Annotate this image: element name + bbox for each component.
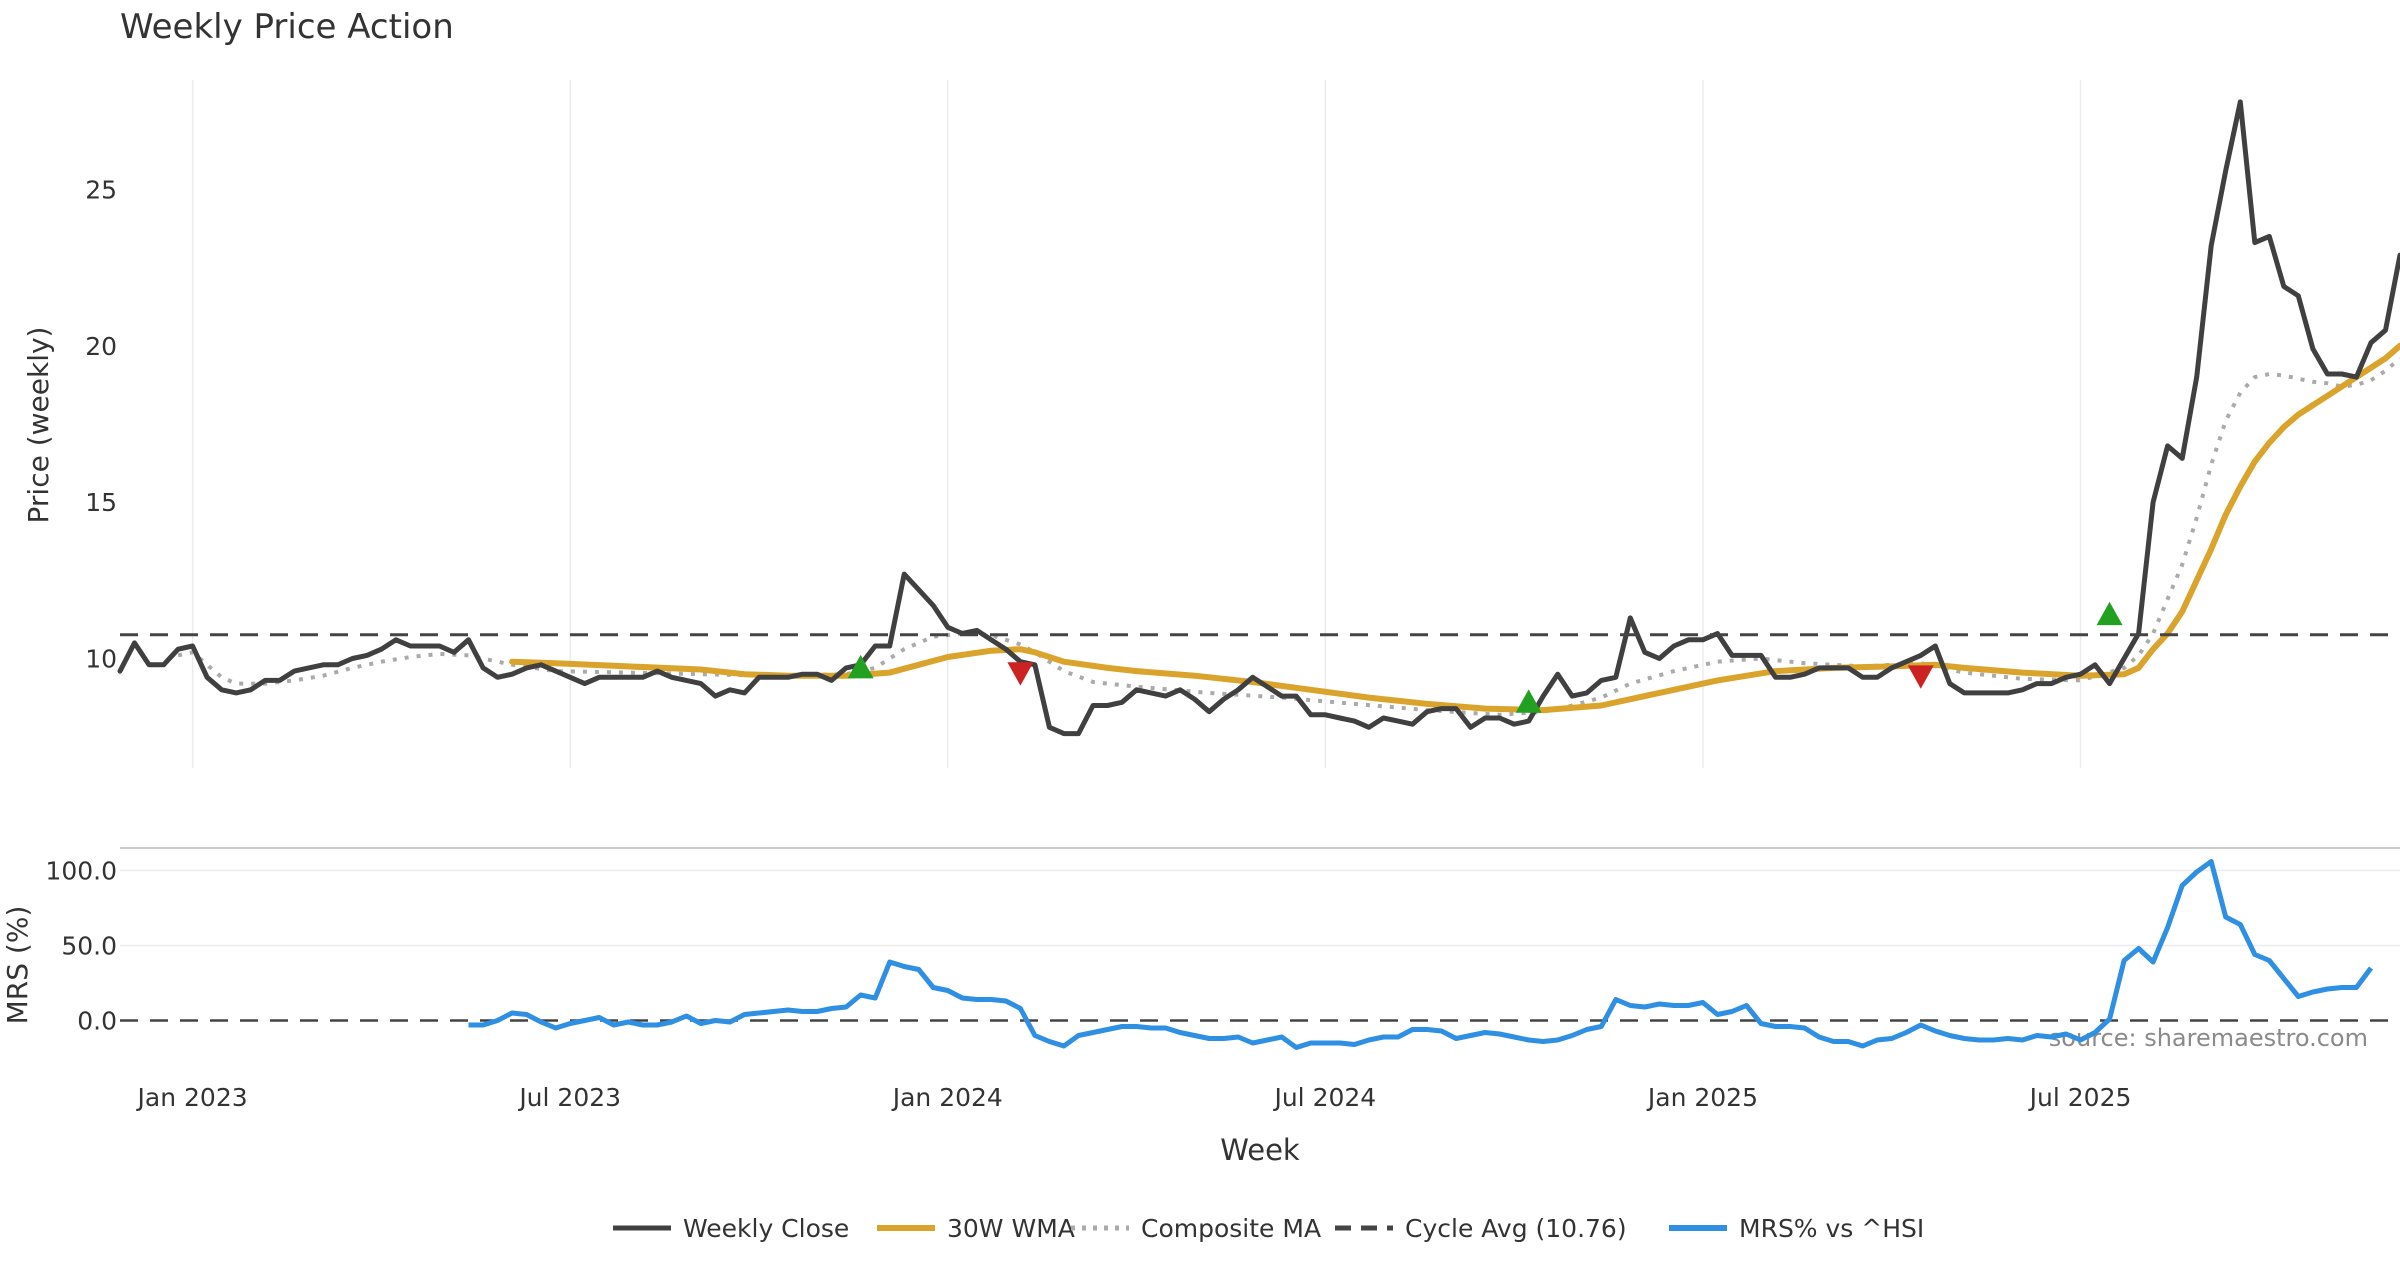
legend-label: 30W WMA <box>947 1214 1075 1243</box>
legend-item-cycle-avg-10-76: Cycle Avg (10.76) <box>1335 1214 1627 1243</box>
x-tick-label: Jul 2024 <box>1272 1083 1376 1112</box>
buy-signal-marker <box>1515 689 1542 713</box>
x-tick-label: Jul 2025 <box>2028 1083 2132 1112</box>
price-grid <box>191 80 2082 768</box>
30w-wma-line <box>509 342 2400 714</box>
x-tick-label: Jul 2023 <box>517 1083 621 1112</box>
composite-ma-line <box>177 356 2400 717</box>
x-tick-label: Jan 2023 <box>136 1083 248 1112</box>
legend-label: Cycle Avg (10.76) <box>1405 1214 1627 1243</box>
signal-markers <box>847 601 2123 713</box>
chart-title: Weekly Price Action <box>120 7 454 47</box>
buy-signal-marker <box>847 654 874 679</box>
mrs-y-tick-label: 50.0 <box>61 932 117 961</box>
legend: Weekly Close 30W WMA Composite MA Cycle Avg… <box>613 1214 1924 1243</box>
price-y-tick-label: 10 <box>85 645 117 674</box>
legend-label: Composite MA <box>1141 1214 1321 1243</box>
weekly-close-line <box>117 99 2400 737</box>
x-tick-label: Jan 2024 <box>891 1083 1003 1112</box>
mrs-line <box>468 859 2374 1050</box>
legend-item-weekly-close: Weekly Close <box>613 1214 849 1243</box>
mrs-grid <box>120 847 2400 947</box>
price-y-axis-label: Price (weekly) <box>22 327 55 524</box>
legend-item-composite-ma: Composite MA <box>1071 1214 1321 1243</box>
buy-signal-marker <box>2096 601 2123 626</box>
x-tick-label: Jan 2025 <box>1646 1083 1758 1112</box>
sell-signal-marker <box>1907 665 1934 689</box>
legend-item-30w-wma: 30W WMA <box>877 1214 1075 1243</box>
y-tick-labels: 10 15 20 25 0.0 50.0 100.0 <box>45 175 117 1035</box>
x-tick-labels: Jan 2023 Jul 2023 Jan 2024 Jul 2024 Jan 2025… <box>136 1083 2132 1112</box>
sell-signal-marker <box>1007 662 1034 686</box>
x-axis-label: Week <box>1220 1133 1300 1167</box>
price-y-tick-label: 15 <box>85 488 117 517</box>
mrs-y-axis-label: MRS (%) <box>1 906 34 1025</box>
legend-label: MRS% vs ^HSI <box>1739 1214 1924 1243</box>
price-y-tick-label: 25 <box>85 175 117 204</box>
mrs-series-layer <box>120 859 2400 1050</box>
price-series-layer <box>117 99 2400 737</box>
legend-label: Weekly Close <box>683 1214 849 1243</box>
mrs-y-tick-label: 100.0 <box>45 857 117 886</box>
price-y-tick-label: 20 <box>85 332 117 361</box>
legend-item-mrs-vs-hsi: MRS% vs ^HSI <box>1669 1214 1924 1243</box>
mrs-y-tick-label: 0.0 <box>77 1007 117 1036</box>
